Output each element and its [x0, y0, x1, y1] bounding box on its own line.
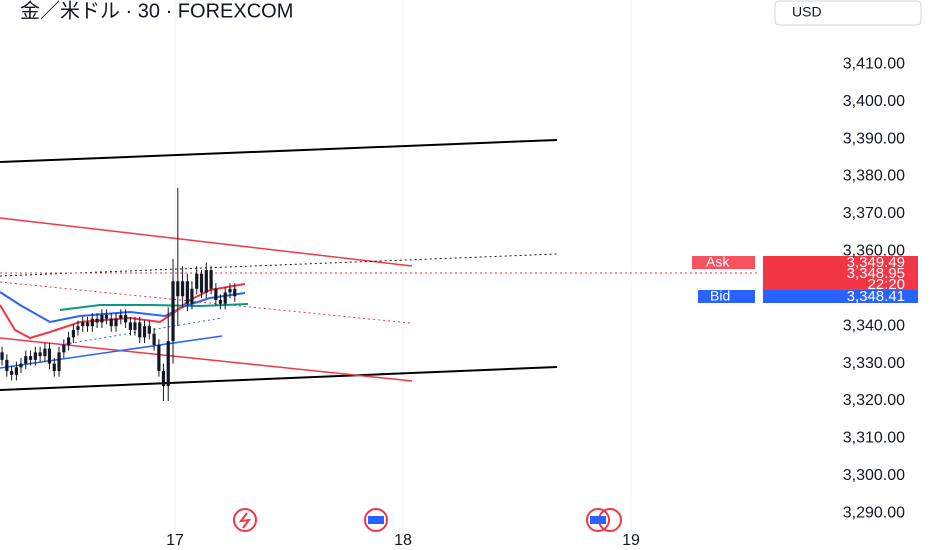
candle-body	[166, 341, 170, 387]
candle-body	[228, 288, 232, 293]
blue-dotted	[59, 317, 223, 346]
channel-bottom	[0, 366, 558, 391]
ma-blue	[0, 291, 246, 324]
candle-body	[52, 363, 56, 372]
candle-body	[190, 288, 194, 304]
candle-body	[95, 318, 99, 323]
candle-body	[47, 348, 52, 364]
candle-body	[214, 288, 218, 300]
candle-body	[233, 288, 237, 297]
candle-body	[38, 352, 42, 357]
x-tick-label: 17	[166, 532, 184, 549]
event-icons	[233, 508, 622, 532]
candle-body	[204, 270, 208, 293]
y-tick-label: 3,310.00	[843, 430, 905, 447]
y-tick-label: 3,410.00	[843, 55, 905, 72]
candle-body	[157, 344, 161, 372]
candle-body	[28, 356, 33, 360]
candle-body	[142, 326, 147, 338]
ask-label: Ask	[706, 254, 730, 270]
y-tick-label: 3,400.00	[843, 93, 905, 110]
y-tick-label: 3,300.00	[843, 467, 905, 484]
red-trend-top	[0, 217, 413, 267]
ask-price: 3,349.49	[847, 254, 905, 271]
y-tick-label: 3,330.00	[843, 355, 905, 372]
ask-tag	[692, 256, 755, 269]
candle-body	[43, 348, 47, 357]
candle-body	[71, 329, 76, 338]
y-tick-label: 3,360.00	[843, 243, 905, 260]
bid-price: 3,348.41	[847, 288, 905, 305]
candle-body	[119, 314, 123, 319]
y-tick-label: 3,390.00	[843, 130, 905, 147]
candle-body	[67, 337, 71, 345]
candle-body	[85, 322, 90, 327]
candle-body	[24, 356, 28, 364]
event-icon[interactable]	[364, 508, 388, 532]
candle-body	[185, 281, 189, 304]
event-icon[interactable]	[586, 508, 610, 532]
last-price: 3,348.95	[847, 265, 905, 282]
red-dotted	[0, 281, 411, 324]
candle-body	[161, 371, 166, 387]
candle-body	[104, 314, 109, 319]
y-tick-label: 3,320.00	[843, 392, 905, 409]
candle-body	[0, 352, 4, 360]
candle-body	[14, 367, 19, 375]
candle-body	[147, 326, 151, 334]
candle-body	[114, 318, 118, 327]
flag	[368, 516, 384, 524]
channel-top	[0, 139, 558, 163]
event-icon-bolt	[238, 512, 252, 529]
candle-body	[218, 299, 223, 304]
candles	[0, 187, 237, 402]
flag	[590, 516, 606, 524]
candle-body	[57, 352, 61, 372]
y-tick-label: 3,290.00	[843, 504, 905, 521]
event-icon[interactable]	[233, 508, 257, 532]
candle-body	[109, 318, 113, 327]
candle-body	[10, 371, 14, 375]
candle-body	[128, 322, 132, 330]
candle-body	[171, 281, 175, 342]
chart-title: 金／米ドル · 30 · FOREXCOM	[20, 0, 293, 22]
candle-body	[5, 359, 9, 372]
candle-body	[199, 273, 204, 293]
countdown: 22:20	[867, 276, 905, 293]
y-tick-label: 3,370.00	[843, 205, 905, 222]
candle-body	[33, 352, 37, 360]
currency[interactable]: USD	[792, 4, 822, 20]
candle-body	[124, 314, 128, 323]
bid-tag	[698, 290, 755, 303]
x-tick-label: 18	[394, 532, 412, 549]
price-box	[763, 256, 918, 291]
candle-body	[180, 281, 185, 297]
candle-body	[195, 273, 199, 289]
candle-body	[176, 281, 180, 297]
candle-body	[133, 322, 137, 330]
x-tick-label: 19	[622, 532, 640, 549]
candle-body	[62, 344, 66, 353]
y-tick-label: 3,340.00	[843, 317, 905, 334]
currency-box[interactable]	[774, 0, 922, 26]
drawings	[0, 139, 760, 391]
candle-body	[223, 292, 227, 304]
grid	[174, 0, 632, 532]
candle-body	[90, 318, 94, 327]
candle-body	[209, 270, 213, 289]
candle-body	[81, 322, 85, 327]
bid-label: Bid	[710, 288, 730, 304]
blue-trend	[0, 335, 223, 369]
candle-body	[100, 314, 104, 323]
candle-body	[19, 363, 23, 368]
y-tick-label: 3,380.00	[843, 168, 905, 185]
bid-box	[763, 290, 918, 303]
candle-body	[138, 322, 142, 338]
candle-body	[152, 333, 156, 345]
candle-body	[76, 326, 80, 330]
